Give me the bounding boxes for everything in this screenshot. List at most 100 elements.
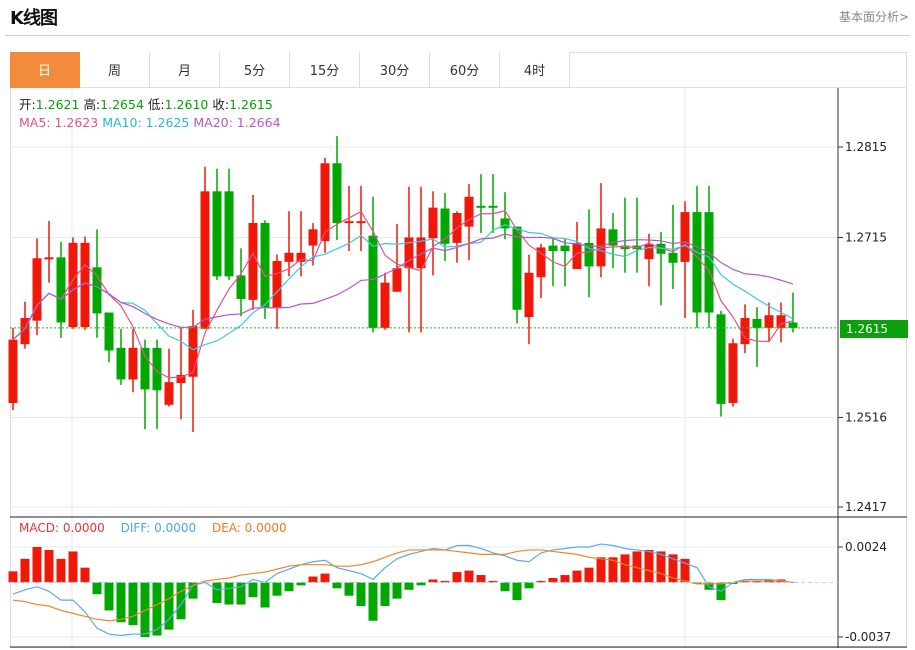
- candle-body: [80, 242, 90, 327]
- price-tick-label: 1.2715: [845, 230, 887, 244]
- macd-bar: [236, 582, 246, 605]
- candle: [656, 232, 666, 306]
- macd-bar: [80, 567, 90, 583]
- macd-bar: [572, 570, 582, 583]
- macd-tick-label: -0.0037: [845, 630, 891, 644]
- candle: [332, 136, 342, 241]
- candle-body: [536, 247, 546, 278]
- candle-body: [260, 222, 270, 309]
- candle: [512, 226, 522, 324]
- candle-body: [20, 317, 30, 345]
- candle-body: [200, 191, 210, 329]
- candle: [620, 197, 630, 273]
- candle-body: [740, 317, 750, 345]
- macd-bar: [644, 549, 654, 583]
- open-label: 开:: [19, 97, 36, 112]
- ma20-line: [12, 233, 794, 341]
- macd-bar: [176, 582, 186, 620]
- macd-bar: [368, 582, 378, 621]
- macd-bar: [380, 582, 390, 607]
- candle: [668, 204, 678, 290]
- macd-bar: [740, 580, 750, 583]
- macd-value: MACD: 0.0000: [19, 521, 105, 535]
- candle-body: [128, 347, 138, 380]
- candle-body: [584, 242, 594, 267]
- macd-bar: [140, 582, 150, 637]
- candle-body: [428, 207, 438, 239]
- tab-60min[interactable]: 60分: [430, 52, 500, 88]
- candle: [476, 174, 486, 233]
- candle: [368, 196, 378, 333]
- candle-body: [332, 163, 342, 223]
- candle-body: [8, 339, 18, 403]
- macd-bar: [260, 582, 270, 608]
- period-tabs: 日 周 月 5分 15分 30分 60分 4时: [10, 52, 570, 88]
- candle-body: [524, 272, 534, 318]
- candle: [536, 243, 546, 299]
- macd-bar: [8, 571, 18, 583]
- candle-body: [764, 315, 774, 328]
- candle: [284, 211, 294, 277]
- macd-bar: [692, 582, 702, 584]
- macd-bar: [488, 580, 498, 583]
- candle: [200, 166, 210, 329]
- macd-bar: [524, 582, 534, 589]
- candle: [236, 248, 246, 317]
- candle-body: [752, 318, 762, 328]
- candle: [116, 328, 126, 385]
- macd-bar: [656, 551, 666, 583]
- divider: [5, 35, 910, 36]
- candle-body: [368, 235, 378, 328]
- candle: [128, 328, 138, 393]
- low-label: 低:: [147, 97, 165, 112]
- candle-body: [644, 243, 654, 260]
- macd-bar: [392, 582, 402, 599]
- macd-bar: [164, 582, 174, 630]
- candle-body: [188, 326, 198, 377]
- tab-week[interactable]: 周: [80, 52, 150, 88]
- tab-4hour[interactable]: 4时: [500, 52, 570, 88]
- current-price-tag: 1.2615: [840, 320, 908, 338]
- candle-body: [212, 191, 222, 277]
- macd-bar: [668, 554, 678, 583]
- tab-day[interactable]: 日: [10, 52, 80, 88]
- macd-bar: [440, 580, 450, 583]
- candle: [68, 237, 78, 329]
- macd-bar: [500, 582, 510, 592]
- macd-bar: [32, 547, 42, 583]
- candle-body: [668, 252, 678, 263]
- macd-bar: [248, 582, 258, 598]
- candle-body: [464, 196, 474, 227]
- candle: [212, 168, 222, 280]
- candle: [32, 238, 42, 336]
- candle: [104, 312, 114, 363]
- macd-bar: [272, 582, 282, 596]
- candle: [176, 327, 186, 420]
- candle: [428, 191, 438, 276]
- candle: [440, 193, 450, 261]
- candle-body: [152, 347, 162, 391]
- tab-5min[interactable]: 5分: [220, 52, 290, 88]
- candle-body: [560, 245, 570, 252]
- macd-bar: [44, 549, 54, 583]
- candle-body: [620, 245, 630, 250]
- candle: [740, 304, 750, 354]
- tab-30min[interactable]: 30分: [360, 52, 430, 88]
- candle: [560, 238, 570, 287]
- candle: [608, 213, 618, 269]
- candle-body: [164, 382, 174, 405]
- high-label: 高:: [83, 97, 101, 112]
- candle-body: [272, 260, 282, 309]
- candle: [224, 168, 234, 280]
- tab-15min[interactable]: 15分: [290, 52, 360, 88]
- ma10-line: [12, 224, 794, 351]
- candle-body: [44, 257, 54, 260]
- fundamental-analysis-link[interactable]: 基本面分析>: [838, 10, 909, 24]
- candle-body: [440, 208, 450, 244]
- candle: [392, 223, 402, 292]
- tab-month[interactable]: 月: [150, 52, 220, 88]
- candle-body: [92, 267, 102, 314]
- macd-bar: [284, 582, 294, 592]
- candle-body: [236, 275, 246, 299]
